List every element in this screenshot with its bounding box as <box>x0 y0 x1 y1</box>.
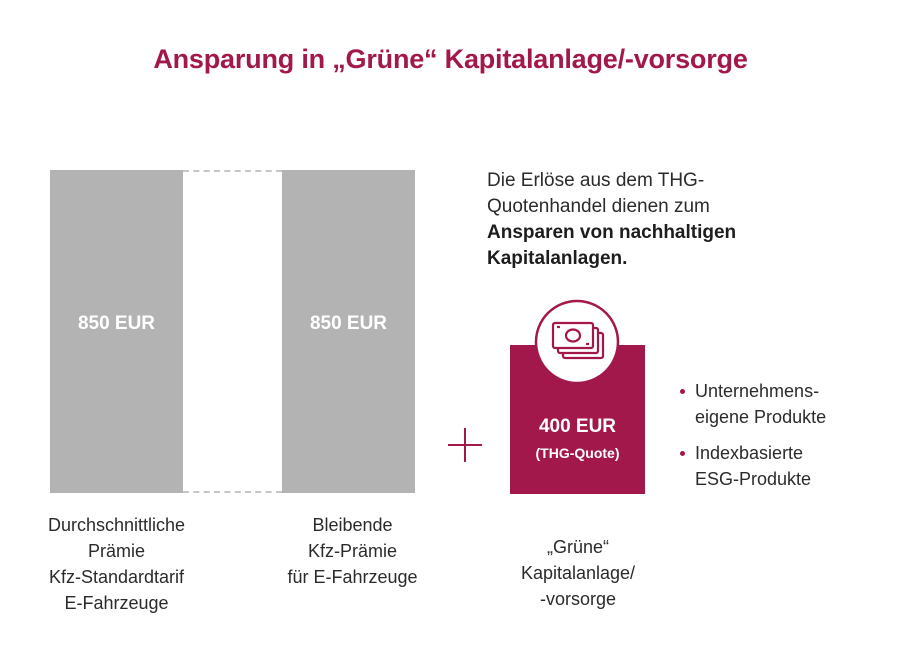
description-bold-line: Kapitalanlagen. <box>487 248 628 269</box>
caption-green-investment: „Grüne“ Kapitalanlage/ -vorsorge <box>478 534 678 612</box>
caption-line: Prämie <box>87 541 145 561</box>
product-bullet-list: Unternehmens- eigene Produkte Indexbasie… <box>678 378 888 502</box>
green-subtitle: (THG-Quote) <box>535 445 620 461</box>
bar-remaining-premium-value: 850 EUR <box>309 313 388 334</box>
plus-icon <box>448 428 482 462</box>
caption-line: -vorsorge <box>539 589 617 609</box>
bullet-text: Unternehmens- <box>695 381 820 401</box>
caption-line: Kfz-Standardtarif <box>48 567 185 587</box>
caption-line: E-Fahrzeuge <box>64 593 169 613</box>
money-bills-icon <box>534 299 620 385</box>
dashed-connector-top <box>183 170 282 172</box>
bullet-dot-icon <box>680 451 685 456</box>
description-bold-line: Ansparen von nachhaltigen <box>487 222 737 243</box>
caption-line: Durchschnittliche <box>47 515 186 535</box>
description-line: Quotenhandel dienen zum <box>487 196 710 217</box>
bar-standard-premium: 850 EUR <box>50 170 183 493</box>
diagram-title: Ansparung in „Grüne“ Kapitalanlage/-vors… <box>153 44 748 74</box>
description-text: Die Erlöse aus dem THG- Quotenhandel die… <box>487 168 817 272</box>
green-value: 400 EUR <box>538 416 617 437</box>
caption-standard-premium: Durchschnittliche Prämie Kfz-Standardtar… <box>10 512 223 616</box>
bullet-text: ESG-Produkte <box>695 469 812 489</box>
caption-line: Kfz-Prämie <box>307 541 397 561</box>
caption-remaining-premium: Bleibende Kfz-Prämie für E-Fahrzeuge <box>250 512 455 590</box>
bar-remaining-premium: 850 EUR <box>282 170 415 493</box>
dashed-connector-bottom <box>183 491 282 493</box>
caption-line: „Grüne“ <box>546 537 609 557</box>
bar-standard-premium-value: 850 EUR <box>77 313 156 334</box>
bullet-text: eigene Produkte <box>695 407 827 427</box>
caption-line: Bleibende <box>312 515 393 535</box>
bullet-item: Unternehmens- eigene Produkte <box>678 378 888 430</box>
bullet-item: Indexbasierte ESG-Produkte <box>678 440 888 492</box>
caption-line: Kapitalanlage/ <box>520 563 636 583</box>
bullet-text: Indexbasierte <box>695 443 804 463</box>
description-line: Die Erlöse aus dem THG- <box>487 170 705 191</box>
caption-line: für E-Fahrzeuge <box>287 567 418 587</box>
bullet-dot-icon <box>680 389 685 394</box>
